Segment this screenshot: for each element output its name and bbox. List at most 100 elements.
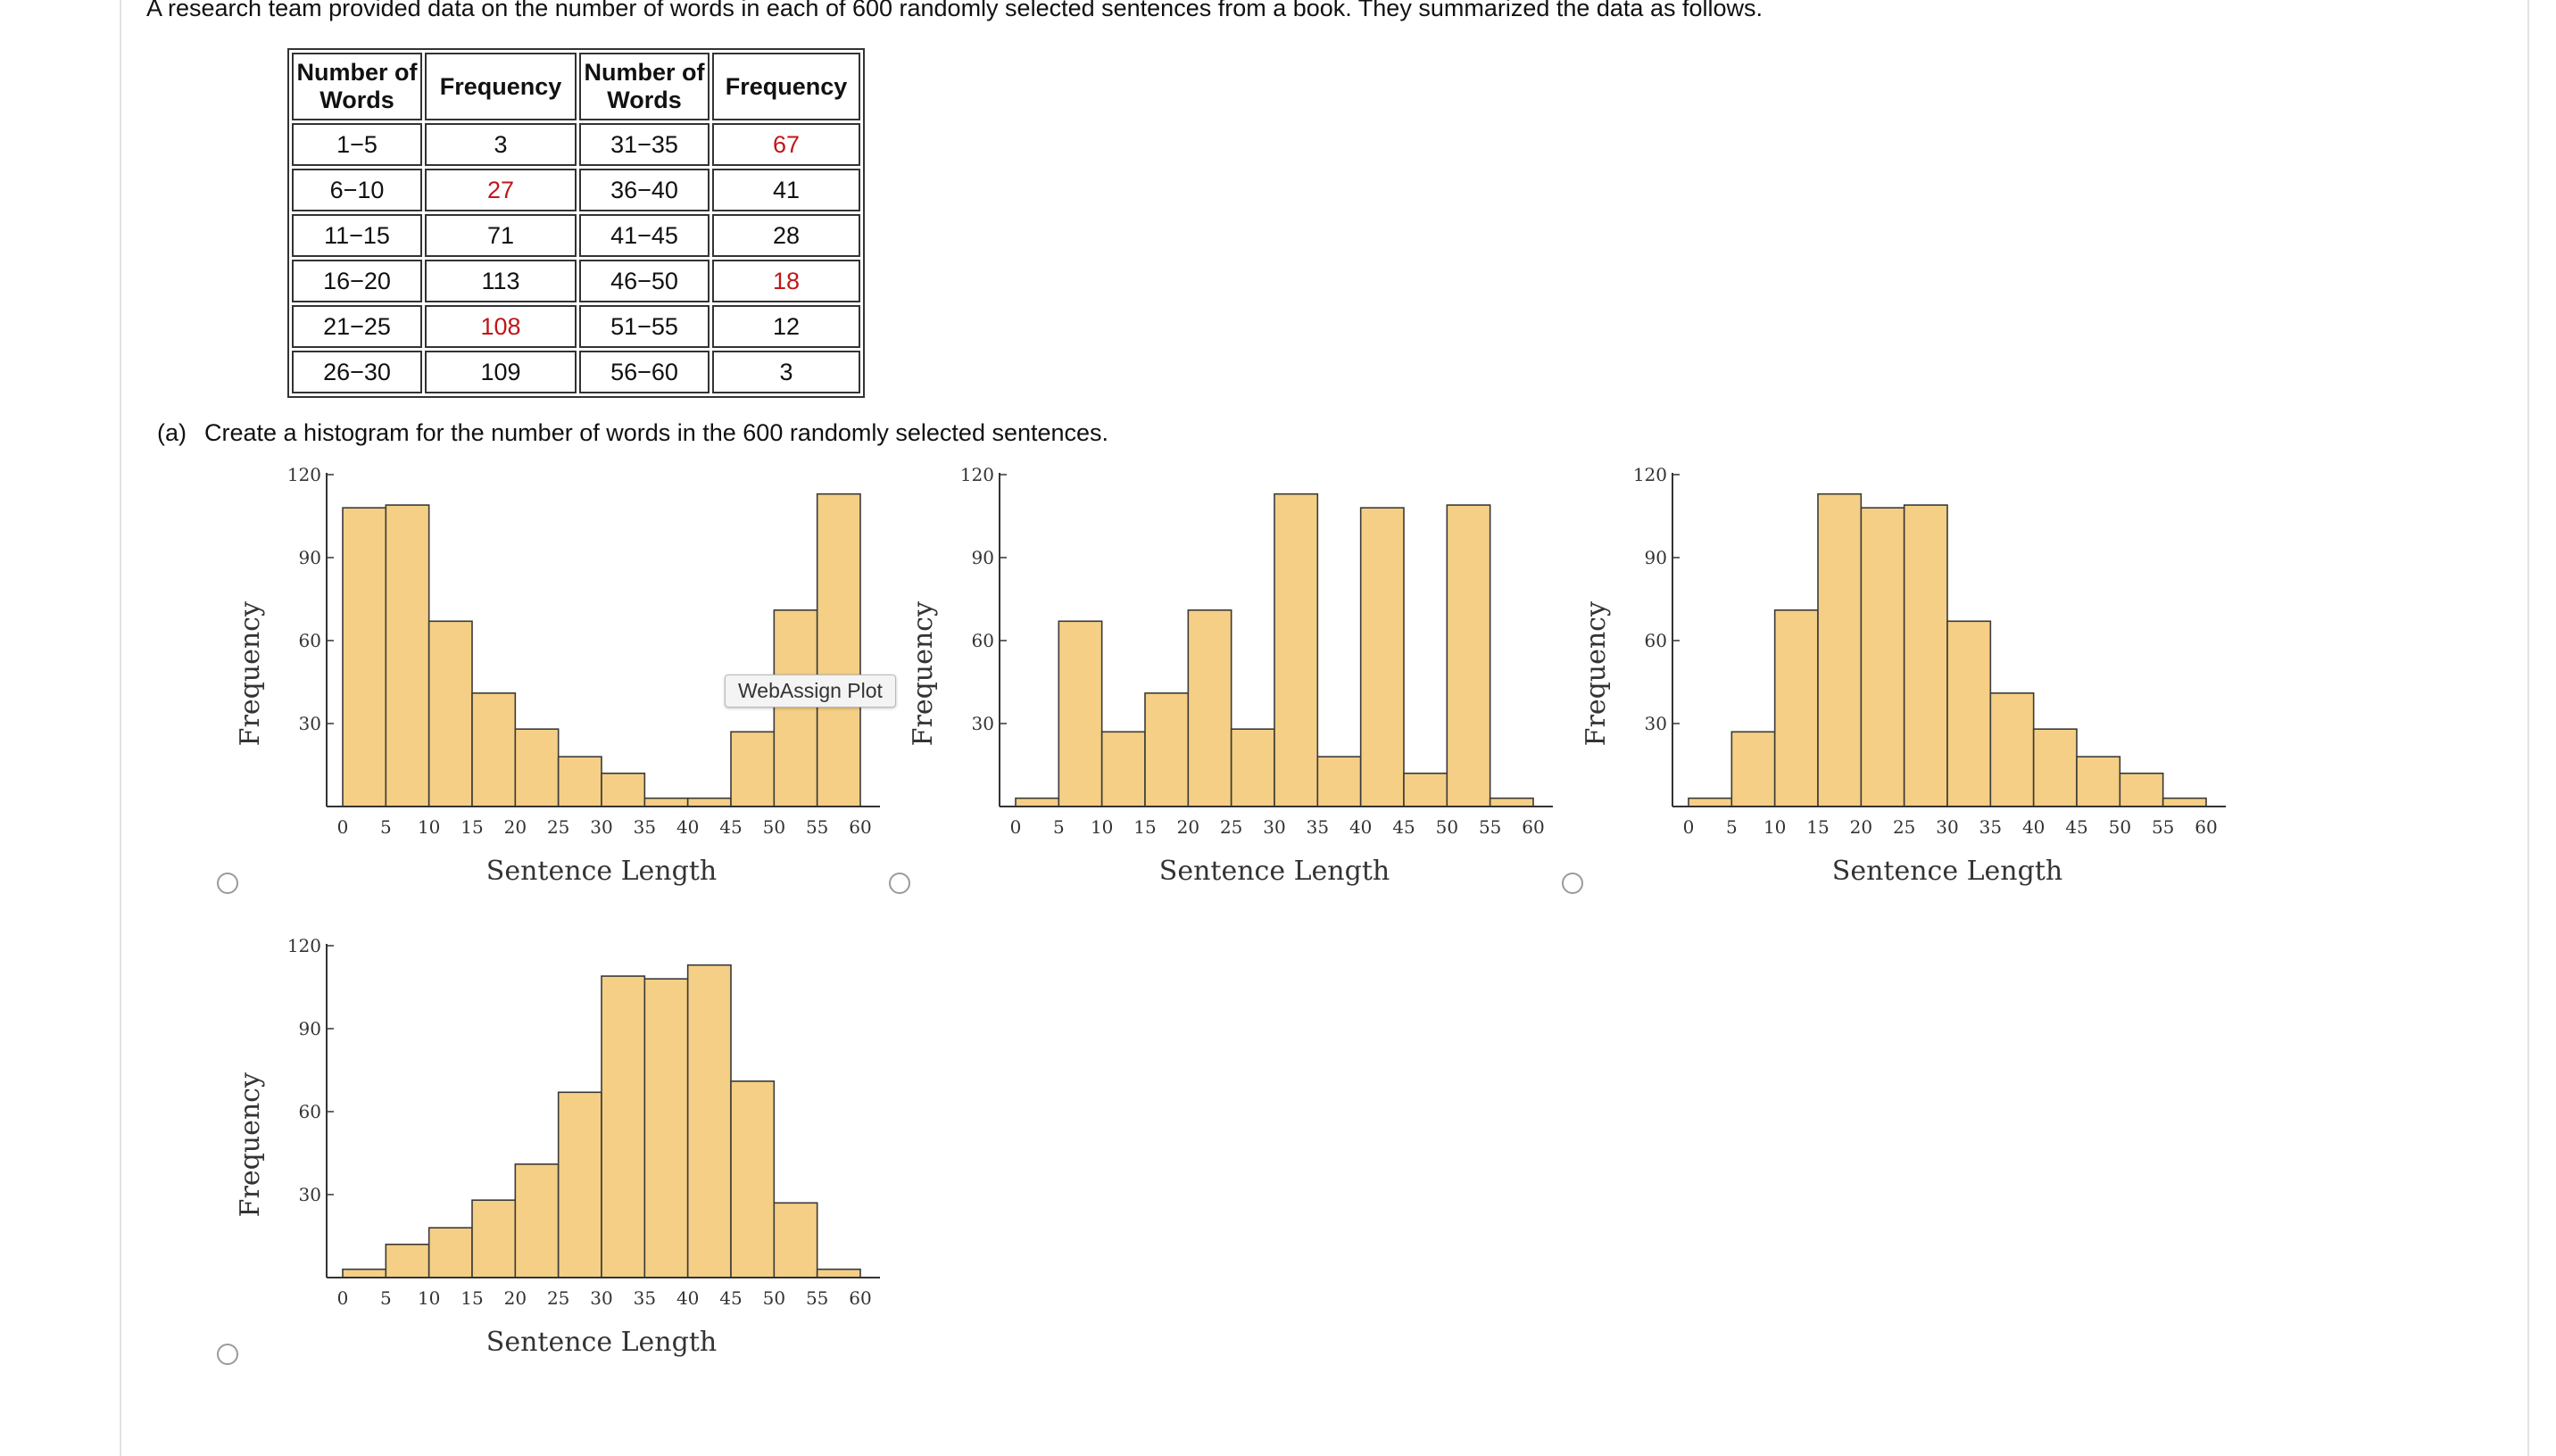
x-axis-label: Sentence Length (486, 1327, 717, 1358)
histogram-bar (1015, 797, 1060, 807)
table-header: Frequency (712, 53, 860, 120)
y-axis-label: Frequency (235, 601, 266, 746)
table-cell-highlighted: 27 (425, 169, 577, 211)
table-cell: 28 (712, 214, 860, 257)
table-header: Number of Words (579, 53, 710, 120)
x-tick-label: 10 (418, 1287, 440, 1309)
question-text: Create a histogram for the number of wor… (204, 419, 1109, 446)
table-cell: 113 (425, 260, 577, 302)
histogram-bar (1688, 797, 1733, 807)
histogram-bar (730, 1080, 776, 1278)
histogram-bar (385, 1243, 430, 1278)
frequency-table: Number of Words Frequency Number of Word… (287, 48, 865, 398)
x-tick-label: 40 (676, 1287, 699, 1309)
answer-radio-option-2[interactable] (889, 873, 910, 894)
x-tick-label: 50 (763, 1287, 785, 1309)
answer-radio-option-1[interactable] (217, 873, 238, 894)
x-tick-label: 40 (1349, 816, 1372, 838)
x-tick-label: 50 (1436, 816, 1458, 838)
x-tick-label: 5 (380, 1287, 392, 1309)
table-cell-highlighted: 67 (712, 123, 860, 166)
x-axis-label: Sentence Length (1159, 856, 1390, 887)
table-cell: 12 (712, 305, 860, 348)
question-a: (a) Create a histogram for the number of … (157, 419, 1108, 447)
histogram-svg: 30 60 90 120 0 5 10 15 20 25 30 35 40 45 50 55 60 Sentenc… (235, 935, 880, 1358)
x-tick-label: 30 (590, 816, 612, 838)
x-tick-label: 15 (1133, 816, 1156, 838)
histogram-bar (601, 772, 646, 807)
y-tick-label: 60 (299, 630, 321, 651)
answer-radio-option-3[interactable] (1562, 873, 1583, 894)
x-tick-label: 55 (806, 816, 828, 838)
histogram-bar (2162, 797, 2207, 807)
histogram-bar (2076, 756, 2121, 807)
x-tick-label: 0 (1010, 816, 1022, 838)
histogram-bar (2032, 728, 2078, 807)
histogram-bar (514, 1163, 560, 1278)
x-tick-label: 45 (719, 816, 742, 838)
histogram-bar (1187, 609, 1232, 807)
x-tick-label: 35 (1979, 816, 2002, 838)
x-tick-label: 50 (763, 816, 785, 838)
x-tick-label: 20 (504, 816, 527, 838)
table-header: Frequency (425, 53, 577, 120)
x-tick-label: 5 (380, 816, 392, 838)
histogram-svg: 30 60 90 120 0 5 10 15 20 25 30 35 40 45 50 55 60 Sentenc… (1581, 464, 2226, 887)
x-tick-label: 60 (849, 816, 871, 838)
x-tick-label: 5 (1726, 816, 1738, 838)
x-tick-label: 30 (590, 1287, 612, 1309)
x-tick-label: 35 (634, 1287, 656, 1309)
table-cell: 1−5 (292, 123, 422, 166)
x-tick-label: 40 (676, 816, 699, 838)
table-cell: 109 (425, 351, 577, 393)
histogram-bar (686, 964, 732, 1278)
x-axis-label: Sentence Length (1832, 856, 2062, 887)
x-tick-label: 15 (1806, 816, 1829, 838)
y-tick-label: 120 (960, 464, 994, 485)
histogram-bar (816, 492, 861, 807)
table-cell: 46−50 (579, 260, 710, 302)
y-tick-label: 30 (299, 1184, 321, 1205)
table-cell: 16−20 (292, 260, 422, 302)
x-tick-label: 50 (2109, 816, 2131, 838)
y-tick-label: 30 (299, 713, 321, 734)
x-tick-label: 60 (849, 1287, 871, 1309)
x-tick-label: 40 (2022, 816, 2045, 838)
x-tick-label: 35 (634, 816, 656, 838)
histogram-option-4: 30 60 90 120 0 5 10 15 20 25 30 35 40 45 50 55 60 Sentenc… (232, 935, 892, 1358)
histogram-bar (342, 1268, 387, 1278)
table-cell: 41−45 (579, 214, 710, 257)
x-tick-label: 55 (2152, 816, 2174, 838)
y-tick-label: 90 (299, 547, 321, 568)
histogram-bar (1144, 692, 1190, 807)
problem-intro-text: A research team provided data on the num… (146, 0, 1763, 21)
table-row: 6−10 27 36−40 41 (292, 169, 860, 211)
table-cell: 26−30 (292, 351, 422, 393)
x-tick-label: 25 (1220, 816, 1242, 838)
histogram-bar (1274, 492, 1319, 807)
answer-radio-option-4[interactable] (217, 1344, 238, 1365)
x-tick-label: 15 (461, 1287, 483, 1309)
y-tick-label: 120 (287, 935, 321, 956)
table-cell: 3 (425, 123, 577, 166)
table-row: 11−15 71 41−45 28 (292, 214, 860, 257)
question-letter: (a) (157, 419, 187, 446)
histogram-bar (643, 797, 689, 807)
table-cell: 71 (425, 214, 577, 257)
histogram-bar (1989, 692, 2035, 807)
histogram-option-1: 30 60 90 120 0 5 10 15 20 25 30 35 40 45 50 55 60 Sentenc… (232, 464, 892, 887)
x-tick-label: 60 (2195, 816, 2217, 838)
x-tick-label: 45 (2065, 816, 2087, 838)
histogram-bar (557, 1091, 602, 1278)
x-tick-label: 60 (1522, 816, 1544, 838)
content-right-border (2527, 0, 2529, 1456)
table-header: Number of Words (292, 53, 422, 120)
x-tick-label: 10 (418, 816, 440, 838)
y-tick-label: 90 (299, 1018, 321, 1039)
x-tick-label: 15 (461, 816, 483, 838)
x-tick-label: 10 (1763, 816, 1786, 838)
table-cell-highlighted: 108 (425, 305, 577, 348)
histogram-option-3: 30 60 90 120 0 5 10 15 20 25 30 35 40 45 50 55 60 Sentenc… (1578, 464, 2238, 887)
y-tick-label: 120 (287, 464, 321, 485)
